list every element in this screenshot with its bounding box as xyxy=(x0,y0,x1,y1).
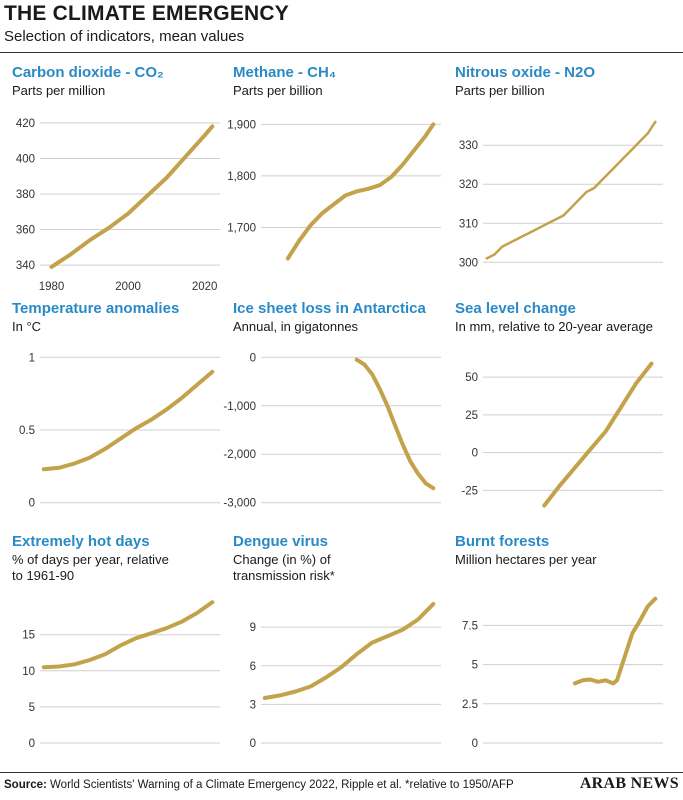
burnt-series-line xyxy=(572,596,658,686)
sea-ytick-label: 50 xyxy=(465,372,478,384)
co2-chart: Carbon dioxide - CO₂ Parts per million 340… xyxy=(12,64,240,309)
ch4-plot: 1,700 1,800 1,900 xyxy=(227,119,441,261)
burnt-chart: Burnt forests Million hectares per year 0 2… xyxy=(455,533,683,778)
co2-ytick-label: 340 xyxy=(16,260,35,272)
dengue-series-line xyxy=(262,602,436,700)
brand-logo: ARAB NEWS xyxy=(579,775,679,792)
n2o-ytick-label: 330 xyxy=(459,140,478,152)
burnt-title: Burnt forests xyxy=(455,533,550,550)
dengue-plot: 0 3 6 9 xyxy=(250,602,441,750)
ch4-ytick-label: 1,800 xyxy=(227,171,256,183)
page-subtitle: Selection of indicators, mean values xyxy=(4,28,245,45)
hot-ytick-label: 15 xyxy=(22,630,35,642)
burnt-plot: 0 2.5 5 7.5 xyxy=(462,596,663,750)
sea-subtitle: In mm, relative to 20-year average xyxy=(455,319,653,334)
sea-ytick-label: 25 xyxy=(465,410,478,422)
sea-title: Sea level change xyxy=(455,300,576,317)
dengue-ytick-label: 3 xyxy=(250,699,256,711)
n2o-ytick-label: 300 xyxy=(459,257,478,269)
sea-chart: Sea level change In mm, relative to 20-ye… xyxy=(455,300,683,545)
ice-title: Ice sheet loss in Antarctica xyxy=(233,300,426,317)
footer-divider xyxy=(0,772,683,773)
co2-plot: 340 360 380 400 420 1980 2000 2020 xyxy=(16,118,220,293)
source-text: World Scientists' Warning of a Climate E… xyxy=(46,779,514,791)
ice-ytick-label: -2,000 xyxy=(223,449,256,461)
co2-ytick-label: 360 xyxy=(16,225,35,237)
temp-ytick-label: 1 xyxy=(29,352,35,364)
temp-plot: 00.51 xyxy=(19,352,220,510)
n2o-chart: Nitrous oxide - N2O Parts per billion 300 3… xyxy=(455,64,683,309)
hot-ytick-label: 10 xyxy=(22,666,35,678)
dengue-chart: Dengue virus Change (in %) of transmission… xyxy=(233,533,461,778)
co2-ytick-label: 400 xyxy=(16,153,35,165)
hot-ytick-label: 0 xyxy=(29,738,35,750)
ice-ytick-label: -3,000 xyxy=(223,498,256,510)
sea-plot: 50 25 0 -25 xyxy=(461,361,663,508)
co2-series-line xyxy=(49,124,215,269)
dengue-ytick-label: 0 xyxy=(250,738,256,750)
burnt-ytick-label: 7.5 xyxy=(462,620,478,632)
ice-ytick-label: 0 xyxy=(250,352,256,364)
hot-subtitle: % of days per year, relative to 1961-90 xyxy=(12,552,169,583)
sea-ytick-label: -25 xyxy=(461,485,478,497)
hot-chart: Extremely hot days % of days per year, re… xyxy=(12,533,240,778)
hot-ytick-label: 5 xyxy=(29,702,35,714)
dengue-ytick-label: 6 xyxy=(250,661,256,673)
n2o-plot: 300 310 320 330 xyxy=(459,120,663,269)
temp-ytick-label: 0 xyxy=(29,498,35,510)
n2o-series-line xyxy=(485,120,657,260)
co2-xtick-label: 2000 xyxy=(115,281,141,293)
co2-xtick-label: 2020 xyxy=(192,281,218,293)
ice-series-line xyxy=(354,357,436,491)
ch4-subtitle: Parts per billion xyxy=(233,83,323,98)
dengue-title: Dengue virus xyxy=(233,533,329,550)
ch4-title: Methane - CH₄ xyxy=(233,64,336,81)
ch4-chart: Methane - CH₄ Parts per billion 1,700 1,800… xyxy=(227,64,461,309)
co2-xtick-label: 1980 xyxy=(39,281,65,293)
co2-title: Carbon dioxide - CO₂ xyxy=(12,64,164,81)
n2o-ytick-label: 320 xyxy=(459,179,478,191)
dengue-ytick-label: 9 xyxy=(250,622,256,634)
ch4-series-line xyxy=(285,122,436,261)
ice-ytick-label: -1,000 xyxy=(223,401,256,413)
ice-plot: 0 -1,000 -2,000 -3,000 xyxy=(223,352,441,510)
burnt-ytick-label: 5 xyxy=(472,660,478,672)
n2o-ytick-label: 310 xyxy=(459,218,478,230)
hot-title: Extremely hot days xyxy=(12,533,150,550)
dengue-subtitle: Change (in %) of transmission risk* xyxy=(233,552,335,583)
ch4-ytick-label: 1,700 xyxy=(227,223,256,235)
temp-ytick-label: 0.5 xyxy=(19,425,35,437)
ice-subtitle: Annual, in gigatonnes xyxy=(233,319,359,334)
co2-subtitle: Parts per million xyxy=(12,83,106,98)
header-divider xyxy=(0,52,683,53)
sea-ytick-label: 0 xyxy=(472,448,478,460)
co2-ytick-label: 380 xyxy=(16,189,35,201)
n2o-subtitle: Parts per billion xyxy=(455,83,545,98)
sea-series-line xyxy=(542,361,654,508)
burnt-ytick-label: 0 xyxy=(472,738,478,750)
temp-series-line xyxy=(41,369,215,472)
ice-chart: Ice sheet loss in Antarctica Annual, in g… xyxy=(223,300,461,545)
temp-subtitle: In °C xyxy=(12,319,42,334)
temp-title: Temperature anomalies xyxy=(12,300,180,317)
hot-series-line xyxy=(41,600,215,670)
burnt-ytick-label: 2.5 xyxy=(462,699,478,711)
hot-plot: 0 5 10 15 xyxy=(22,600,220,750)
co2-ytick-label: 420 xyxy=(16,118,35,130)
burnt-subtitle: Million hectares per year xyxy=(455,552,597,567)
source-note: Source: World Scientists' Warning of a C… xyxy=(4,779,514,791)
temp-chart: Temperature anomalies In °C 0 0.5 1 xyxy=(12,300,240,545)
page-title: THE CLIMATE EMERGENCY xyxy=(4,2,289,25)
ch4-ytick-label: 1,900 xyxy=(227,119,256,131)
source-label: Source: xyxy=(4,779,47,791)
n2o-title: Nitrous oxide - N2O xyxy=(455,64,596,81)
